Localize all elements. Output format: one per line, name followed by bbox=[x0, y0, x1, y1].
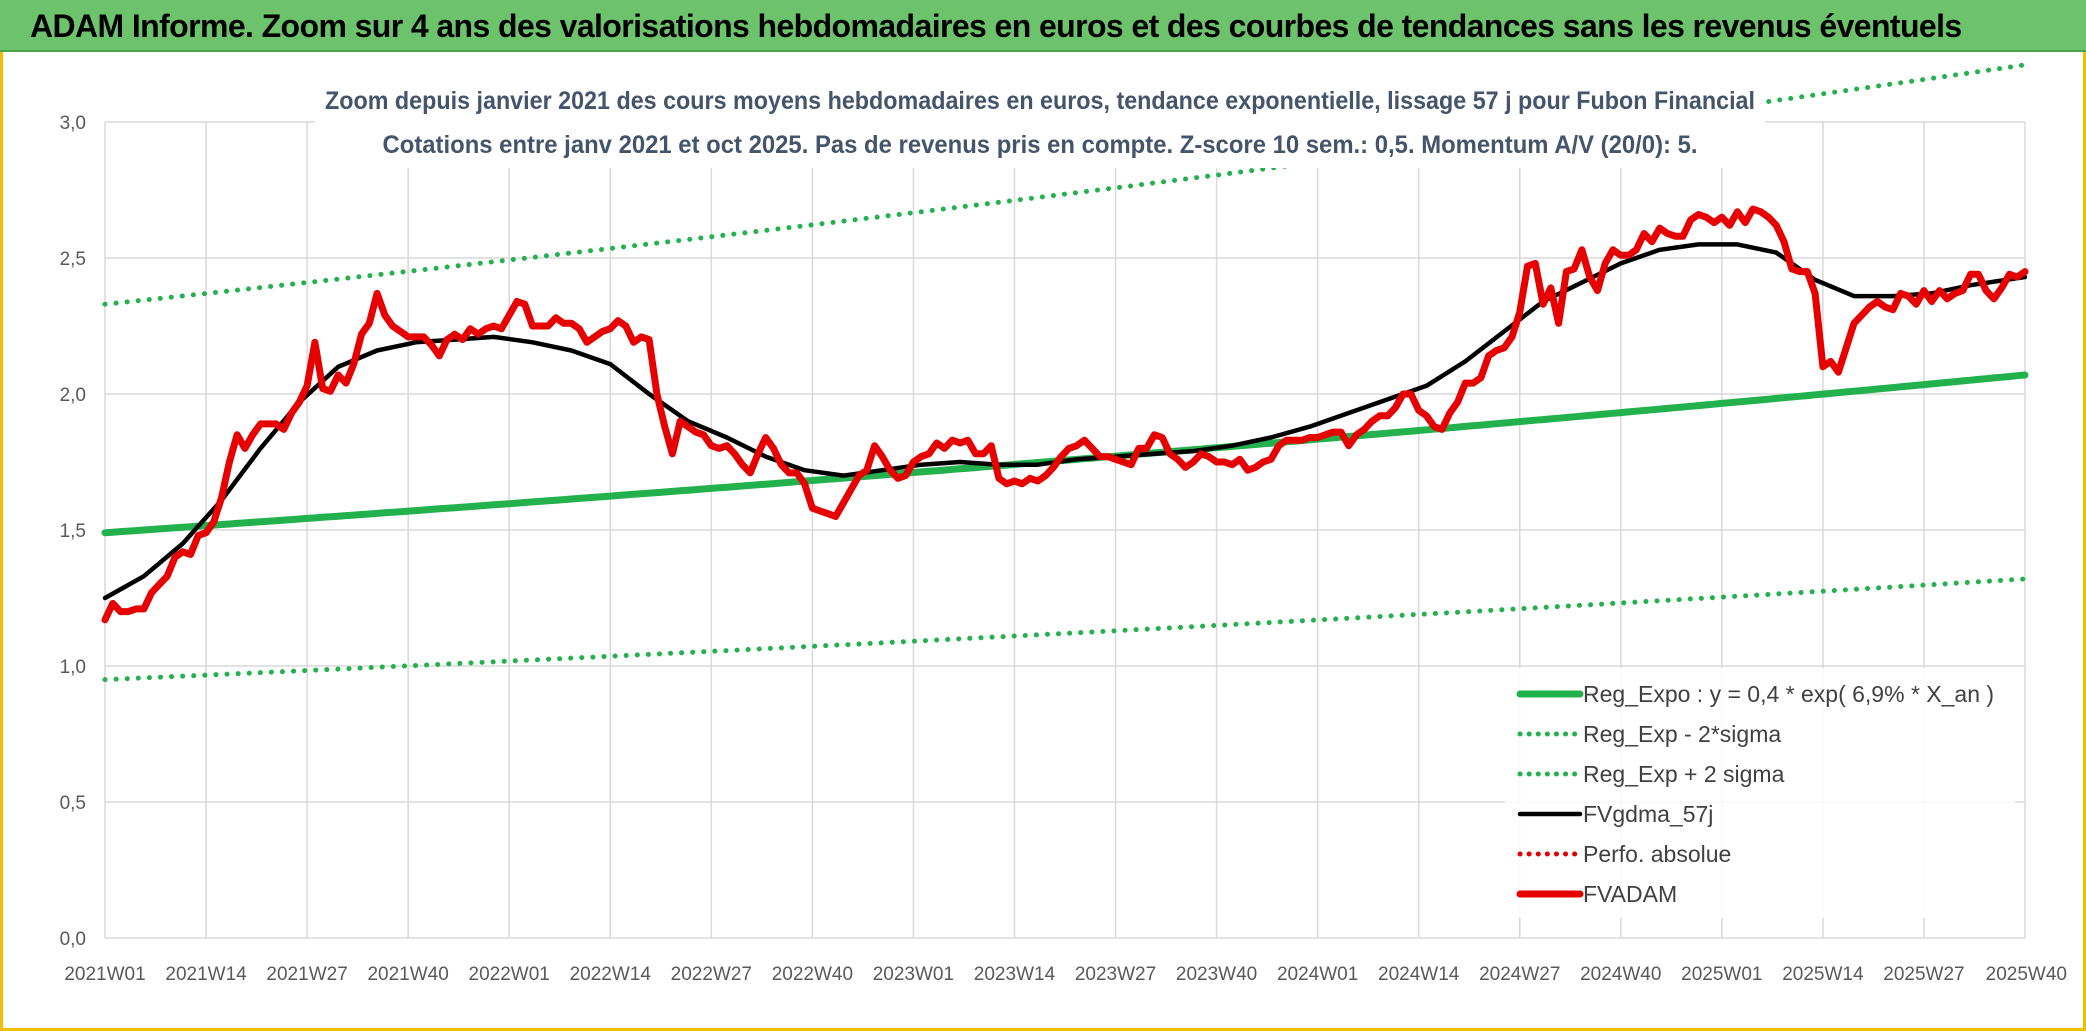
x-tick-label: 2022W14 bbox=[570, 964, 652, 985]
legend-reg-exp-plus-2sigma-label: Reg_Exp + 2 sigma bbox=[1583, 761, 1785, 787]
reg-exp-minus-2sigma-line bbox=[102, 576, 2028, 683]
legend-perfo-absolue-label: Perfo. absolue bbox=[1583, 841, 1731, 867]
legend-reg-expo-label: Reg_Expo : y = 0,4 * exp( 6,9% * X_an ) bbox=[1583, 681, 1994, 707]
x-tick-label: 2025W01 bbox=[1681, 964, 1762, 985]
fvgdma-57j-line bbox=[102, 242, 2028, 601]
y-axis-ticks: 0,0 0,5 1,0 1,5 2,0 2,5 3,0 bbox=[60, 113, 86, 950]
x-tick-label: 2023W01 bbox=[873, 964, 954, 985]
line-chart: 0,00,51,01,52,02,53,0 2021W01 2021W14 2021… bbox=[60, 62, 2067, 985]
legend-background bbox=[1505, 668, 2015, 918]
chart-subtitle: Cotations entre janv 2021 et oct 2025. P… bbox=[383, 131, 1698, 159]
y-tick-label: 3,0 bbox=[60, 113, 86, 134]
y-tick-label: 0,0 bbox=[60, 929, 86, 950]
x-tick-label: 2024W14 bbox=[1378, 964, 1460, 985]
x-tick-label: 2021W27 bbox=[266, 964, 347, 985]
legend-fvgdma-57j-label: FVgdma_57j bbox=[1583, 801, 1713, 827]
y-tick-label: 1,5 bbox=[60, 521, 86, 542]
y-tick-label: 2,5 bbox=[60, 249, 86, 270]
x-tick-label: 2023W40 bbox=[1176, 964, 1257, 985]
x-tick-label: 2022W01 bbox=[469, 964, 550, 985]
x-tick-label: 2023W27 bbox=[1075, 964, 1156, 985]
y-tick-label: 0,5 bbox=[60, 793, 86, 814]
report-title: ADAM Informe. Zoom sur 4 ans des valoris… bbox=[30, 8, 1962, 44]
chart-title: Zoom depuis janvier 2021 des cours moyen… bbox=[325, 87, 1755, 115]
x-axis-ticks: 2021W01 2021W14 2021W27 2021W40 2022W01 2022W… bbox=[64, 964, 2067, 985]
x-tick-label: 2021W14 bbox=[165, 964, 247, 985]
y-tick-label: 1,0 bbox=[60, 657, 86, 678]
x-tick-label: 2023W14 bbox=[974, 964, 1056, 985]
chart-title-background bbox=[315, 80, 1765, 168]
fvadam-line bbox=[101, 205, 2029, 624]
legend-reg-exp-minus-2sigma-label: Reg_Exp - 2*sigma bbox=[1583, 721, 1781, 747]
x-tick-label: 2024W01 bbox=[1277, 964, 1358, 985]
x-tick-label: 2021W40 bbox=[367, 964, 448, 985]
report-title-bar: ADAM Informe. Zoom sur 4 ans des valoris… bbox=[0, 0, 2086, 52]
x-tick-label: 2022W27 bbox=[671, 964, 752, 985]
x-tick-label: 2024W40 bbox=[1580, 964, 1661, 985]
x-tick-label: 2021W01 bbox=[64, 964, 145, 985]
legend-fvadam-label: FVADAM bbox=[1583, 881, 1677, 907]
y-tick-label: 2,0 bbox=[60, 385, 86, 406]
x-tick-label: 2022W40 bbox=[772, 964, 853, 985]
x-tick-label: 2025W27 bbox=[1883, 964, 1964, 985]
x-tick-label: 2025W40 bbox=[1986, 964, 2067, 985]
chart-titles: Zoom depuis janvier 2021 des cours moyen… bbox=[315, 80, 1765, 168]
x-tick-label: 2024W27 bbox=[1479, 964, 1560, 985]
x-tick-label: 2025W14 bbox=[1782, 964, 1864, 985]
chart-legend: Reg_Expo : y = 0,4 * exp( 6,9% * X_an ) R… bbox=[1505, 668, 2015, 918]
